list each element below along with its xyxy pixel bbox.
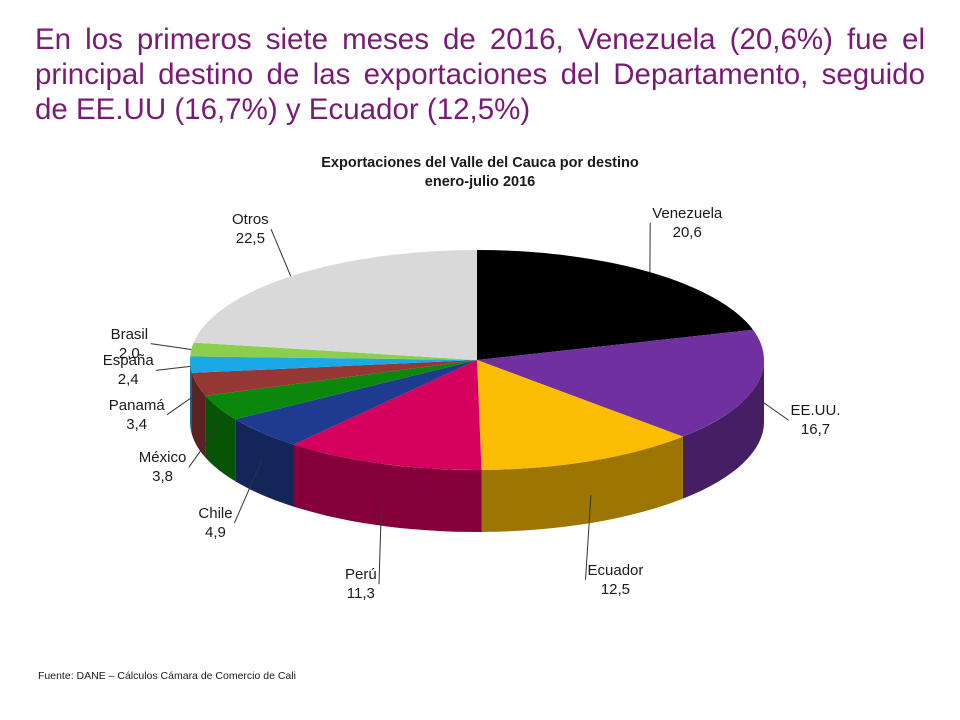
chart-title: Exportaciones del Valle del Cauca por de… xyxy=(321,155,639,171)
slice-label-panama: Panamá 3,4 xyxy=(109,396,165,434)
slice-side-panama xyxy=(192,372,206,458)
slice-side-peru xyxy=(293,444,482,532)
slice-label-mexico: México 3,8 xyxy=(139,448,187,486)
slice-label-ee-uu: EE.UU. 16,7 xyxy=(791,401,841,439)
slice-label-value: 11,3 xyxy=(346,585,375,603)
slice-label-value: 3,4 xyxy=(126,415,148,433)
slice-label-value: 20,6 xyxy=(672,223,702,241)
slice-label-brasil: Brasil 2,0 xyxy=(111,325,149,363)
slice-label-value: 12,5 xyxy=(600,580,631,598)
slice-label-value: 3,8 xyxy=(152,468,173,486)
slice-label-value: 22,5 xyxy=(235,230,265,248)
slice-side-ecuador xyxy=(481,436,683,532)
slice-venezuela xyxy=(477,250,753,360)
slice-label-name: Chile xyxy=(198,505,233,523)
slice-label-chile: Chile 4,9 xyxy=(198,504,232,542)
slice-label-peru: Perú 11,3 xyxy=(345,565,377,603)
slice-espana xyxy=(190,356,478,373)
slice-label-otros: Otros 22,5 xyxy=(232,210,269,248)
slice-ecuador xyxy=(477,360,683,470)
slice-label-espana: España 2,4 xyxy=(103,351,154,389)
slice-panama xyxy=(192,360,477,396)
slice-label-name: México xyxy=(138,449,187,467)
leader-line-otros xyxy=(270,228,292,277)
slice-brasil xyxy=(190,342,477,360)
source-note: Fuente: DANE – Cálculos Cámara de Comerc… xyxy=(38,670,296,682)
slice-mexico xyxy=(205,360,477,420)
leader-line-peru xyxy=(378,497,383,585)
leader-line-mexico xyxy=(188,425,220,468)
leader-line-ecuador xyxy=(585,495,592,580)
leader-line-panama xyxy=(166,393,198,416)
slice-peru xyxy=(293,360,482,471)
slice-label-name: España xyxy=(102,352,154,370)
slice-label-value: 16,7 xyxy=(800,421,831,439)
slice-label-ecuador: Ecuador 12,5 xyxy=(588,561,644,599)
slice-label-name: Panamá xyxy=(108,396,165,414)
slice-label-name: Ecuador xyxy=(587,561,644,579)
slice-side-ee-uu xyxy=(682,360,764,499)
chart-title-block: Exportaciones del Valle del Cauca por de… xyxy=(160,154,800,192)
leader-line-ee-uu xyxy=(755,396,789,421)
slice-label-name: Brasil xyxy=(110,325,149,343)
slice-chile xyxy=(235,360,477,445)
leader-line-brasil xyxy=(150,343,192,350)
slice-label-name: Venezuela xyxy=(652,204,723,222)
slice-label-value: 4,9 xyxy=(205,524,226,542)
slice-otros xyxy=(193,249,477,360)
slice-ee-uu xyxy=(477,329,765,437)
slice-side-mexico xyxy=(205,395,236,482)
slice-side-chile xyxy=(235,419,294,507)
slice-label-value: 2,4 xyxy=(117,371,139,389)
slice-label-venezuela: Venezuela 20,6 xyxy=(652,204,722,242)
headline: En los primeros siete meses de 2016, Ven… xyxy=(35,23,925,126)
leader-line-chile xyxy=(233,459,263,524)
slice-label-name: Otros xyxy=(232,211,269,229)
slice-label-name: EE.UU. xyxy=(790,402,841,420)
slice-label-name: Perú xyxy=(345,566,377,584)
chart-subtitle: enero-julio 2016 xyxy=(424,174,536,190)
slice-label-value: 2,0 xyxy=(118,344,140,362)
leader-line-espana xyxy=(155,365,191,371)
